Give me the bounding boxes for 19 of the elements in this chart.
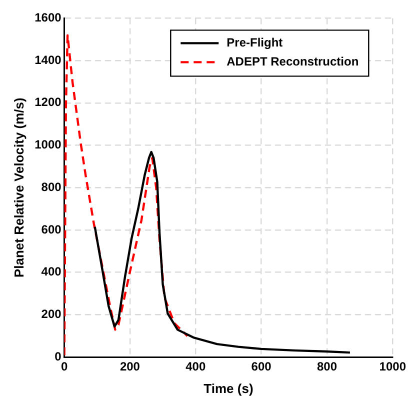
y-tick-label: 200 <box>41 306 62 321</box>
line-series <box>64 34 189 356</box>
y-tick-label: 0 <box>54 349 62 364</box>
legend-label: Pre-Flight <box>226 36 283 50</box>
y-tick-label: 600 <box>41 222 62 236</box>
x-tick-label: 200 <box>120 360 140 374</box>
y-tick-label: 1400 <box>34 52 62 67</box>
x-tick-label: 600 <box>251 360 272 374</box>
y-tick-label: 400 <box>41 264 62 279</box>
y-tick-label: 1200 <box>34 95 62 110</box>
y-tick-label: 800 <box>41 180 62 194</box>
x-tick-label: 800 <box>316 360 338 374</box>
x-tick-label: 1000 <box>379 360 406 374</box>
legend-label: ADEPT Reconstruction <box>226 54 359 69</box>
x-tick-label: 400 <box>186 360 206 374</box>
y-tick-label: 1600 <box>34 10 62 25</box>
y-tick-label: 1000 <box>34 138 62 152</box>
y-axis-title: Planet Relative Velocity (m/s) <box>11 98 26 278</box>
x-axis-title: Time (s) <box>204 380 254 396</box>
